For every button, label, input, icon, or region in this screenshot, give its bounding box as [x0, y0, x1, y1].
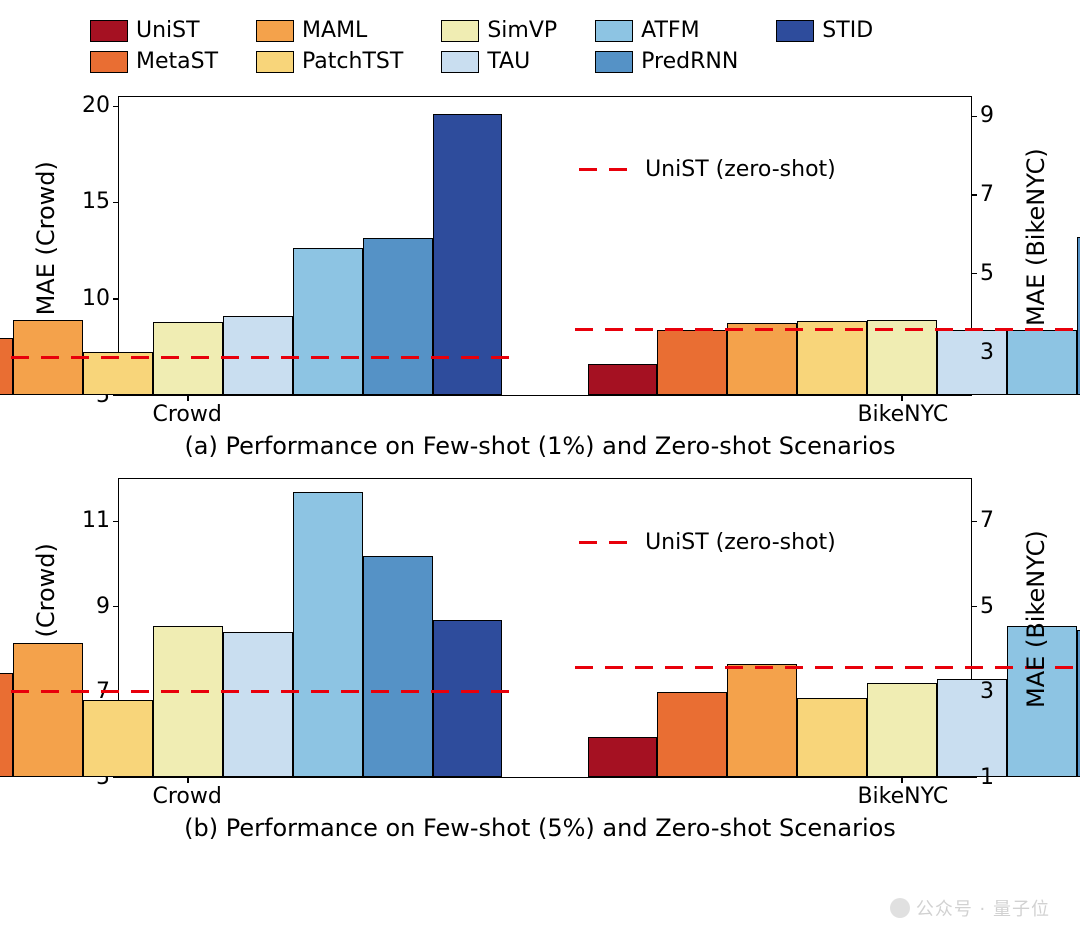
legend-label: UniST — [136, 18, 200, 43]
bar — [363, 238, 433, 395]
ytick-right: 5 — [980, 596, 1020, 618]
subplot-a: MAE (Crowd) 5 10 15 20 UniST (zero-shot) MAE (… — [30, 96, 1050, 460]
bar — [727, 323, 797, 395]
legend-item: SimVP — [441, 18, 557, 43]
bar — [797, 321, 867, 396]
bar — [0, 338, 13, 395]
bar — [433, 114, 503, 395]
legend-item: UniST — [90, 18, 218, 43]
y-axis-right: MAE (BikeNYC)1357 — [972, 478, 1050, 778]
plot-area: UniST (zero-shot) — [118, 478, 972, 778]
legend-label: PatchTST — [302, 49, 403, 74]
xtick-label: Crowd — [153, 784, 222, 809]
subplot-caption: (a) Performance on Few-shot (1%) and Zer… — [30, 432, 1050, 460]
figure-root: UniST MetaST MAML PatchTST SimVP TAU ATFM Pred… — [0, 0, 1080, 943]
bar — [433, 620, 503, 778]
bar — [588, 364, 658, 395]
legend-swatch — [595, 51, 633, 73]
xtick-label: Crowd — [153, 402, 222, 427]
bar — [657, 330, 727, 395]
zero-shot-line — [0, 356, 515, 359]
legend-swatch — [441, 51, 479, 73]
ytick-right: 1 — [980, 767, 1020, 789]
legend-label: MAML — [302, 18, 367, 43]
legend: UniST MetaST MAML PatchTST SimVP TAU ATFM Pred… — [30, 10, 1050, 78]
legend-label: SimVP — [487, 18, 557, 43]
ytick-left: 20 — [70, 95, 110, 117]
legend-item: STID — [776, 18, 873, 43]
ytick-right: 9 — [980, 105, 1020, 127]
ytick-right: 7 — [980, 184, 1020, 206]
x-axis: Crowd BikeNYC — [118, 778, 972, 808]
xtick-label: BikeNYC — [857, 402, 948, 427]
legend-swatch — [441, 20, 479, 42]
legend-item: PatchTST — [256, 49, 403, 74]
ytick-right: 3 — [980, 681, 1020, 703]
zero-shot-legend: UniST (zero-shot) — [579, 157, 836, 182]
legend-swatch — [256, 20, 294, 42]
bar — [363, 556, 433, 777]
bar — [293, 248, 363, 395]
zero-shot-legend: UniST (zero-shot) — [579, 530, 836, 555]
legend-item: MAML — [256, 18, 403, 43]
legend-swatch — [776, 20, 814, 42]
ytick-right: 5 — [980, 263, 1020, 285]
ytick-left: 15 — [70, 191, 110, 213]
bar — [13, 643, 83, 777]
ytick-right: 3 — [980, 342, 1020, 364]
y-axis-left-label: MAE (Crowd) — [32, 161, 60, 315]
legend-item: MetaST — [90, 49, 218, 74]
bar — [588, 737, 658, 777]
legend-item: TAU — [441, 49, 557, 74]
bar — [293, 492, 363, 777]
legend-swatch — [256, 51, 294, 73]
subplots-container: MAE (Crowd)5101520UniST (zero-shot)MAE (… — [30, 96, 1050, 842]
x-axis: Crowd BikeNYC — [118, 396, 972, 426]
bar — [1077, 630, 1080, 777]
bar — [83, 700, 153, 777]
watermark: 公众号 · 量子位 — [890, 895, 1050, 921]
subplot-caption: (b) Performance on Few-shot (5%) and Zer… — [30, 814, 1050, 842]
legend-label: STID — [822, 18, 873, 43]
legend-swatch — [595, 20, 633, 42]
bar — [727, 664, 797, 777]
ytick-left: 11 — [70, 510, 110, 532]
legend-item: PredRNN — [595, 49, 738, 74]
plot-area: UniST (zero-shot) — [118, 96, 972, 396]
zero-shot-line — [0, 690, 515, 693]
zero-shot-legend-text: UniST (zero-shot) — [645, 157, 836, 182]
bar — [153, 626, 223, 777]
legend-item: ATFM — [595, 18, 738, 43]
ytick-left: 10 — [70, 288, 110, 310]
legend-label: MetaST — [136, 49, 218, 74]
bar — [657, 692, 727, 777]
xtick-label: BikeNYC — [857, 784, 948, 809]
bar — [1077, 237, 1080, 395]
legend-label: TAU — [487, 49, 530, 74]
bar — [0, 673, 13, 777]
legend-label: ATFM — [641, 18, 699, 43]
legend-swatch — [90, 51, 128, 73]
bar — [797, 698, 867, 777]
legend-label: PredRNN — [641, 49, 738, 74]
wechat-icon — [890, 898, 910, 918]
watermark-text: 公众号 · 量子位 — [916, 895, 1050, 921]
ytick-right: 7 — [980, 510, 1020, 532]
y-axis-right: MAE (BikeNYC)3 5 7 9 — [972, 96, 1050, 396]
legend-swatch — [90, 20, 128, 42]
subplot-b: MAE (Crowd)57911UniST (zero-shot)MAE (Bi… — [30, 478, 1050, 842]
bar — [223, 632, 293, 777]
zero-shot-legend-text: UniST (zero-shot) — [645, 530, 836, 555]
bar — [867, 683, 937, 777]
y-axis-right-label: MAE (BikeNYC) — [1022, 530, 1050, 708]
ytick-left: 9 — [70, 596, 110, 618]
y-axis-right-label: MAE (BikeNYC) — [1022, 148, 1050, 326]
